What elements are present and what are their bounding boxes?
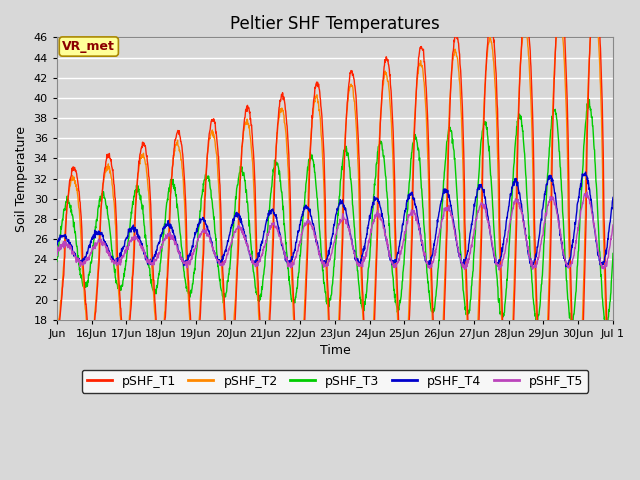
Line: pSHF_T3: pSHF_T3 xyxy=(57,99,613,324)
Legend: pSHF_T1, pSHF_T2, pSHF_T3, pSHF_T4, pSHF_T5: pSHF_T1, pSHF_T2, pSHF_T3, pSHF_T4, pSHF… xyxy=(82,370,588,393)
pSHF_T5 xyxy=(63,241,71,247)
pSHF_T1 xyxy=(436,390,444,396)
pSHF_T3 xyxy=(604,321,612,326)
pSHF_T5 xyxy=(573,229,581,235)
pSHF_T2 xyxy=(305,189,312,195)
pSHF_T4 xyxy=(562,264,570,269)
pSHF_T4 xyxy=(573,200,581,206)
Y-axis label: Soil Temperature: Soil Temperature xyxy=(15,126,28,231)
pSHF_T1 xyxy=(337,275,345,280)
pSHF_T1 xyxy=(609,429,617,434)
pSHF_T3 xyxy=(53,259,61,264)
Text: VR_met: VR_met xyxy=(62,40,115,53)
pSHF_T5 xyxy=(609,222,617,228)
pSHF_T5 xyxy=(152,258,160,264)
X-axis label: Time: Time xyxy=(319,344,350,357)
pSHF_T5 xyxy=(495,267,503,273)
pSHF_T3 xyxy=(573,264,581,270)
pSHF_T2 xyxy=(609,416,617,421)
pSHF_T5 xyxy=(337,219,345,225)
Line: pSHF_T2: pSHF_T2 xyxy=(57,5,613,425)
pSHF_T4 xyxy=(63,239,71,244)
pSHF_T4 xyxy=(609,194,617,200)
pSHF_T3 xyxy=(436,237,444,242)
pSHF_T4 xyxy=(582,169,589,175)
pSHF_T3 xyxy=(337,170,345,176)
pSHF_T4 xyxy=(305,206,312,212)
pSHF_T3 xyxy=(63,193,71,199)
pSHF_T1 xyxy=(609,431,616,436)
pSHF_T4 xyxy=(436,204,444,209)
pSHF_T5 xyxy=(305,218,312,224)
Line: pSHF_T5: pSHF_T5 xyxy=(57,192,613,270)
pSHF_T2 xyxy=(591,2,598,8)
pSHF_T5 xyxy=(583,189,591,195)
pSHF_T3 xyxy=(609,251,617,256)
pSHF_T1 xyxy=(63,202,71,207)
pSHF_T2 xyxy=(436,381,444,387)
Title: Peltier SHF Temperatures: Peltier SHF Temperatures xyxy=(230,15,440,33)
pSHF_T3 xyxy=(586,96,593,102)
pSHF_T5 xyxy=(436,225,444,231)
pSHF_T4 xyxy=(53,240,61,246)
pSHF_T2 xyxy=(337,253,345,259)
pSHF_T5 xyxy=(53,250,61,256)
pSHF_T1 xyxy=(53,329,61,335)
pSHF_T1 xyxy=(152,321,160,327)
Line: pSHF_T4: pSHF_T4 xyxy=(57,172,613,266)
pSHF_T4 xyxy=(152,248,160,253)
pSHF_T2 xyxy=(573,412,581,418)
pSHF_T1 xyxy=(573,422,581,428)
pSHF_T4 xyxy=(337,201,345,206)
pSHF_T2 xyxy=(63,202,71,207)
pSHF_T3 xyxy=(305,162,312,168)
pSHF_T2 xyxy=(53,329,61,335)
Line: pSHF_T1: pSHF_T1 xyxy=(57,0,613,433)
pSHF_T3 xyxy=(152,288,160,294)
pSHF_T2 xyxy=(152,332,160,337)
pSHF_T1 xyxy=(305,226,312,231)
pSHF_T2 xyxy=(607,422,615,428)
